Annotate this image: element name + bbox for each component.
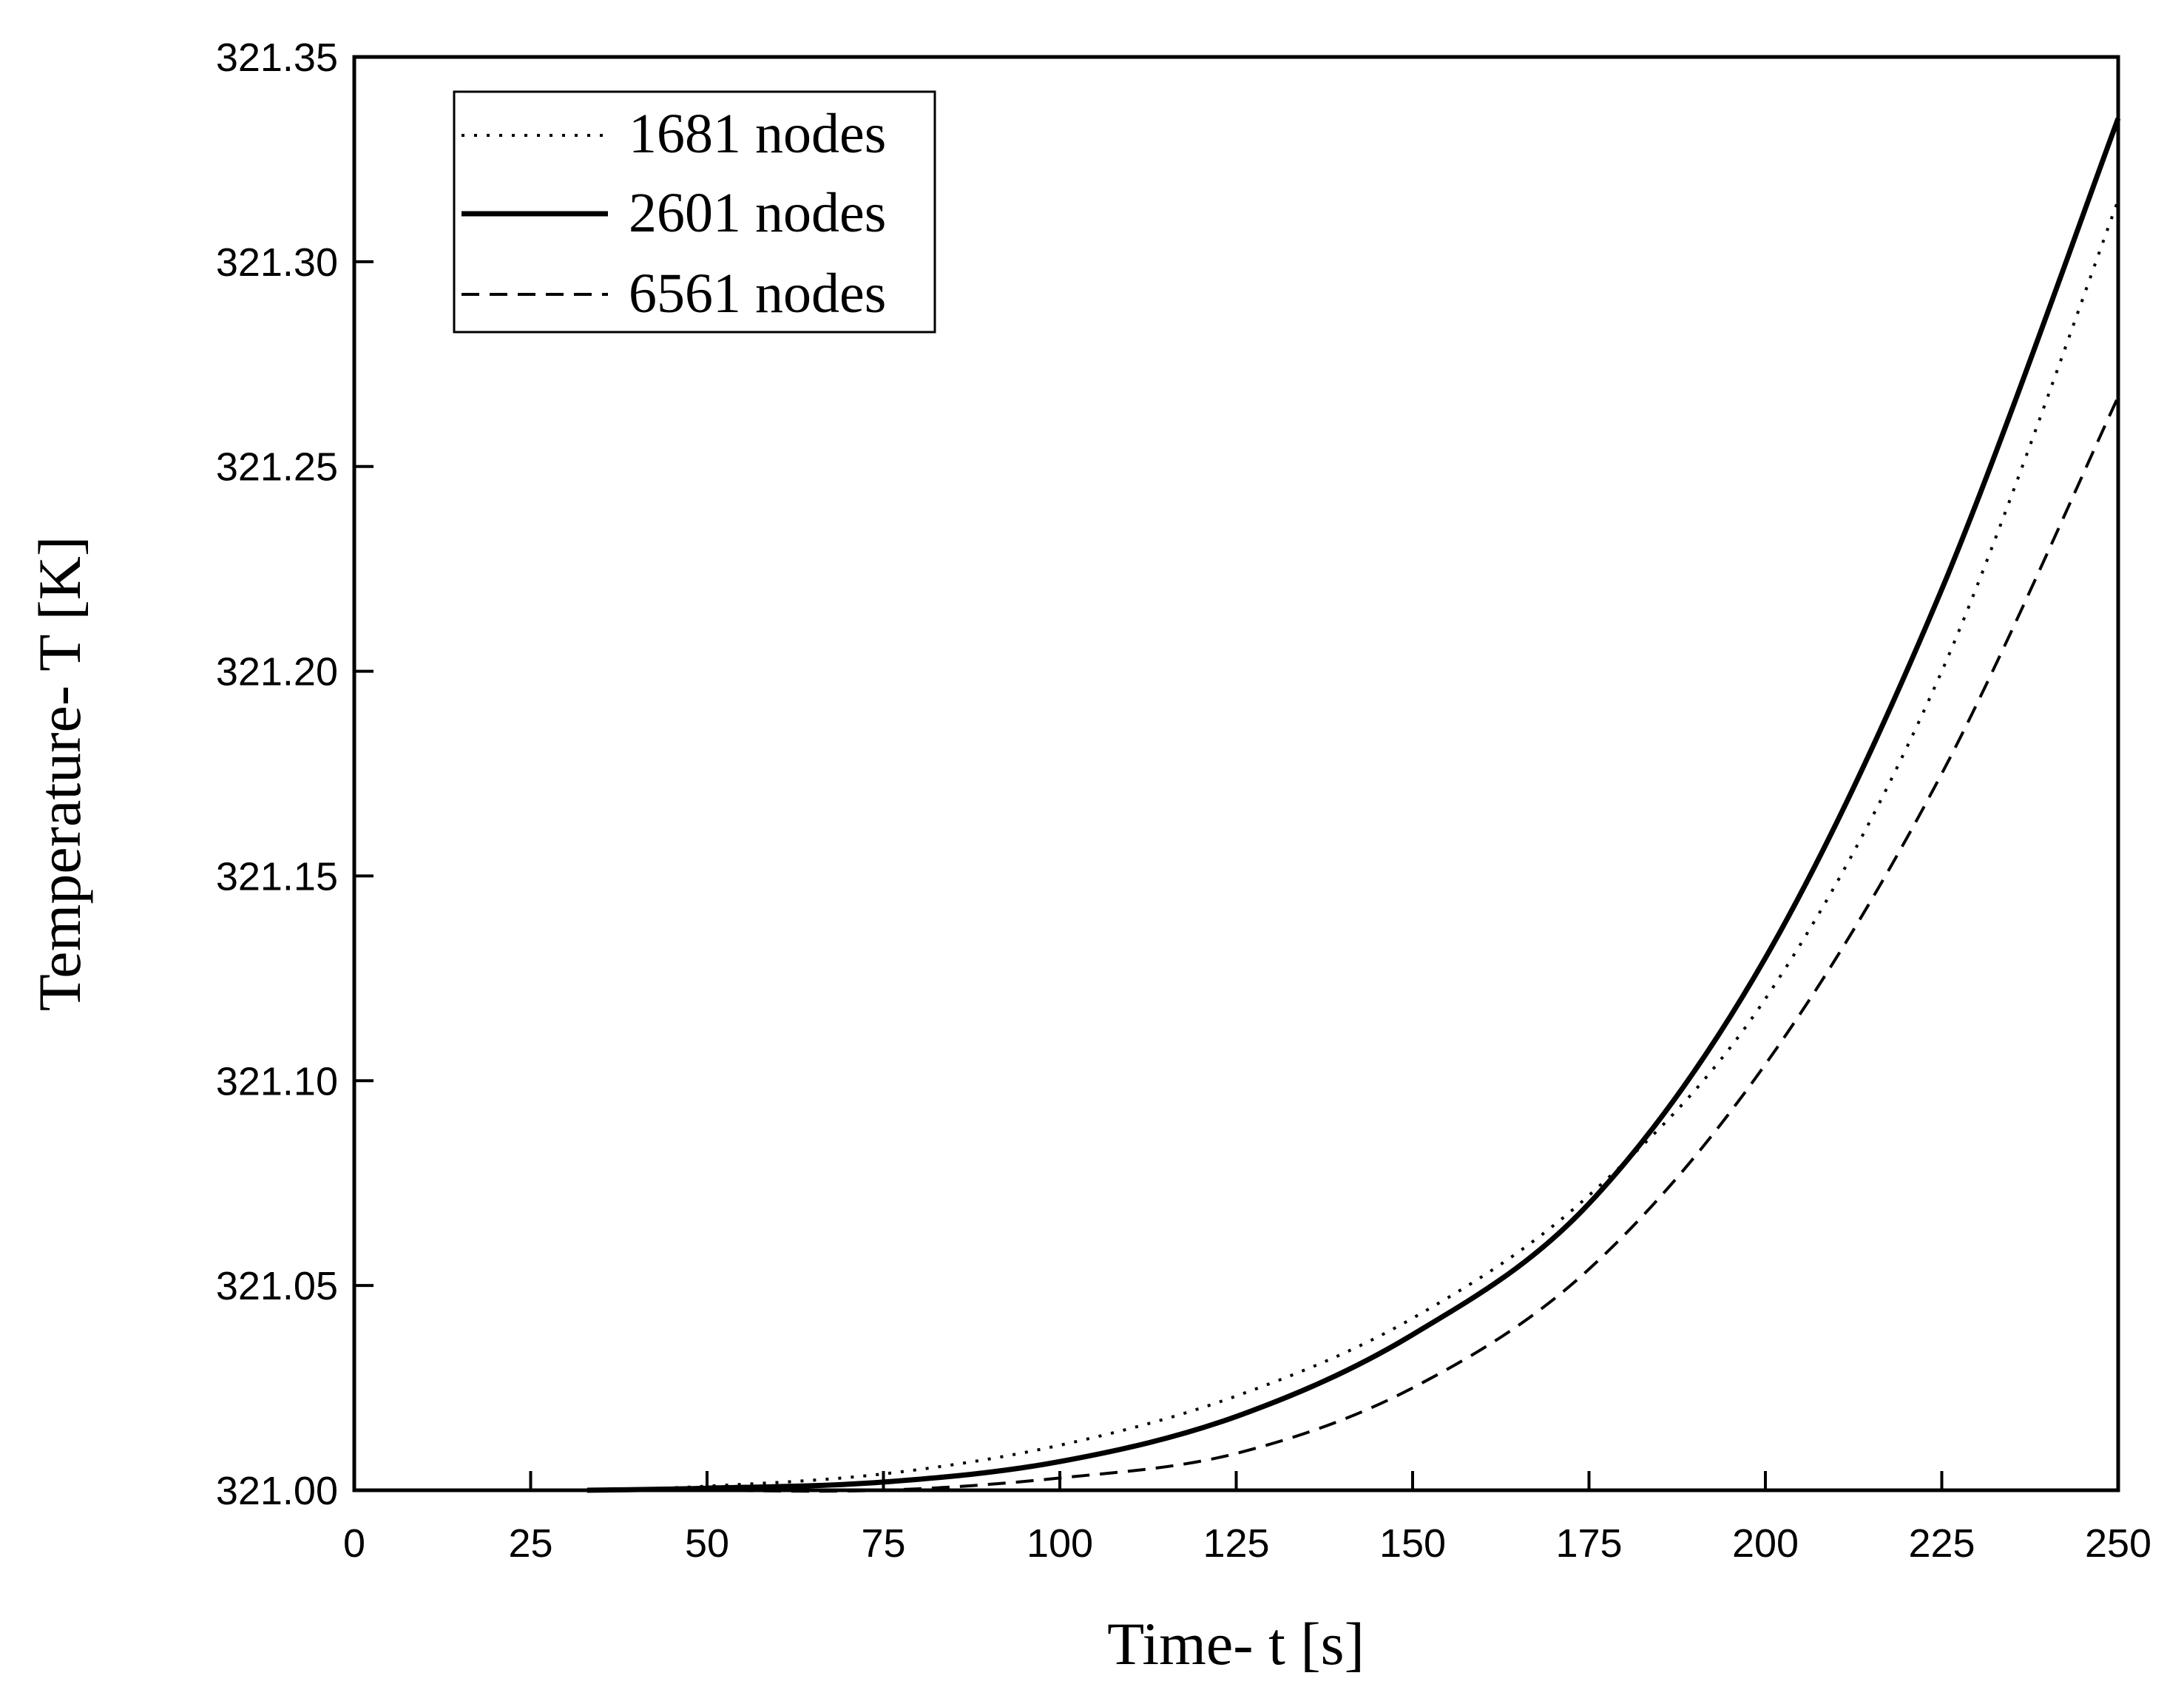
y-tick-label: 321.35: [216, 36, 338, 80]
legend-label-1681: 1681 nodes: [629, 103, 886, 165]
y-tick-label: 321.20: [216, 650, 338, 694]
axis-ticks: 0 25 50 75 100 125 150 175 200 225 250 321.00 321.05…: [216, 36, 2151, 1566]
y-axis-title: Temperature- T [K]: [26, 536, 93, 1011]
x-tick-label: 125: [1203, 1521, 1269, 1566]
x-tick-label: 50: [685, 1521, 729, 1566]
x-tick-label: 25: [508, 1521, 552, 1566]
y-tick-label: 321.10: [216, 1059, 338, 1103]
series-line-6561: [706, 396, 2120, 1493]
legend-label-6561: 6561 nodes: [629, 263, 886, 325]
series-line-1681: [586, 200, 2120, 1492]
x-tick-label: 0: [343, 1521, 365, 1566]
x-tick-label: 100: [1027, 1521, 1093, 1566]
y-tick-label: 321.05: [216, 1264, 338, 1308]
y-tick-label: 321.15: [216, 854, 338, 899]
y-tick-label: 321.25: [216, 445, 338, 490]
x-axis-title: Time- t [s]: [1107, 1610, 1365, 1677]
x-tick-label: 225: [1908, 1521, 1975, 1566]
y-tick-label: 321.30: [216, 240, 338, 285]
x-tick-label: 175: [1555, 1521, 1622, 1566]
plot-frame: [352, 55, 2120, 1492]
x-tick-label: 150: [1379, 1521, 1446, 1566]
legend-label-2601: 2601 nodes: [629, 182, 886, 244]
legend: 1681 nodes 2601 nodes 6561 nodes: [453, 90, 936, 334]
series-lines: [586, 117, 2121, 1493]
x-tick-label: 250: [2085, 1521, 2151, 1566]
y-tick-label: 321.00: [216, 1469, 338, 1513]
x-tick-label: 200: [1732, 1521, 1799, 1566]
series-line-2601: [586, 117, 2121, 1493]
x-tick-label: 75: [861, 1521, 905, 1566]
